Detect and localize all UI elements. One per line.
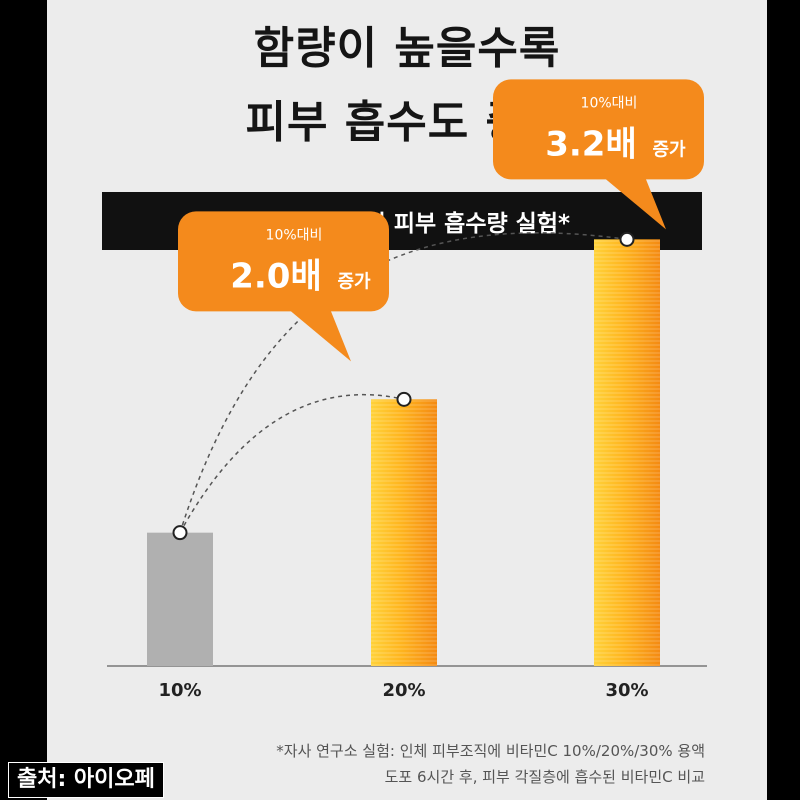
- x-tick-label: 30%: [605, 680, 648, 701]
- callout-unit: 증가: [652, 139, 686, 160]
- trend-arc-30: [179, 232, 628, 533]
- callout-caption: 10%대비: [266, 227, 323, 243]
- callout-value: 3.2배: [545, 124, 637, 164]
- callout-value: 2.0배: [230, 256, 322, 296]
- trend-arc-20: [179, 393, 405, 534]
- x-tick-label: 10%: [158, 680, 201, 701]
- source-label: 출처: 아이오페: [8, 762, 164, 798]
- bar-texture-20%: [371, 399, 437, 666]
- callout-caption: 10%대비: [581, 95, 638, 111]
- callout-bubble-20%: [178, 211, 389, 362]
- headline-line-1: 함량이 높을수록: [253, 23, 561, 74]
- x-tick-label: 20%: [382, 680, 425, 701]
- callout-bubble-30%: [493, 79, 704, 230]
- footnote-line-2: 도포 6시간 후, 피부 각질층에 흡수된 비타민C 비교: [384, 768, 705, 786]
- bar-10%: [147, 532, 213, 666]
- data-point-20%: [396, 391, 412, 407]
- data-point-30%: [619, 231, 635, 247]
- content-panel: 함량이 높을수록 피부 흡수도 증가 비타민C 함량별 피부 흡수량 실험* 1…: [47, 0, 767, 800]
- data-point-10%: [172, 525, 188, 541]
- footnote-line-1: *자사 연구소 실험: 인체 피부조직에 비타민C 10%/20%/30% 용액: [276, 742, 705, 760]
- bar-texture-30%: [594, 239, 660, 667]
- callout-unit: 증가: [337, 271, 371, 292]
